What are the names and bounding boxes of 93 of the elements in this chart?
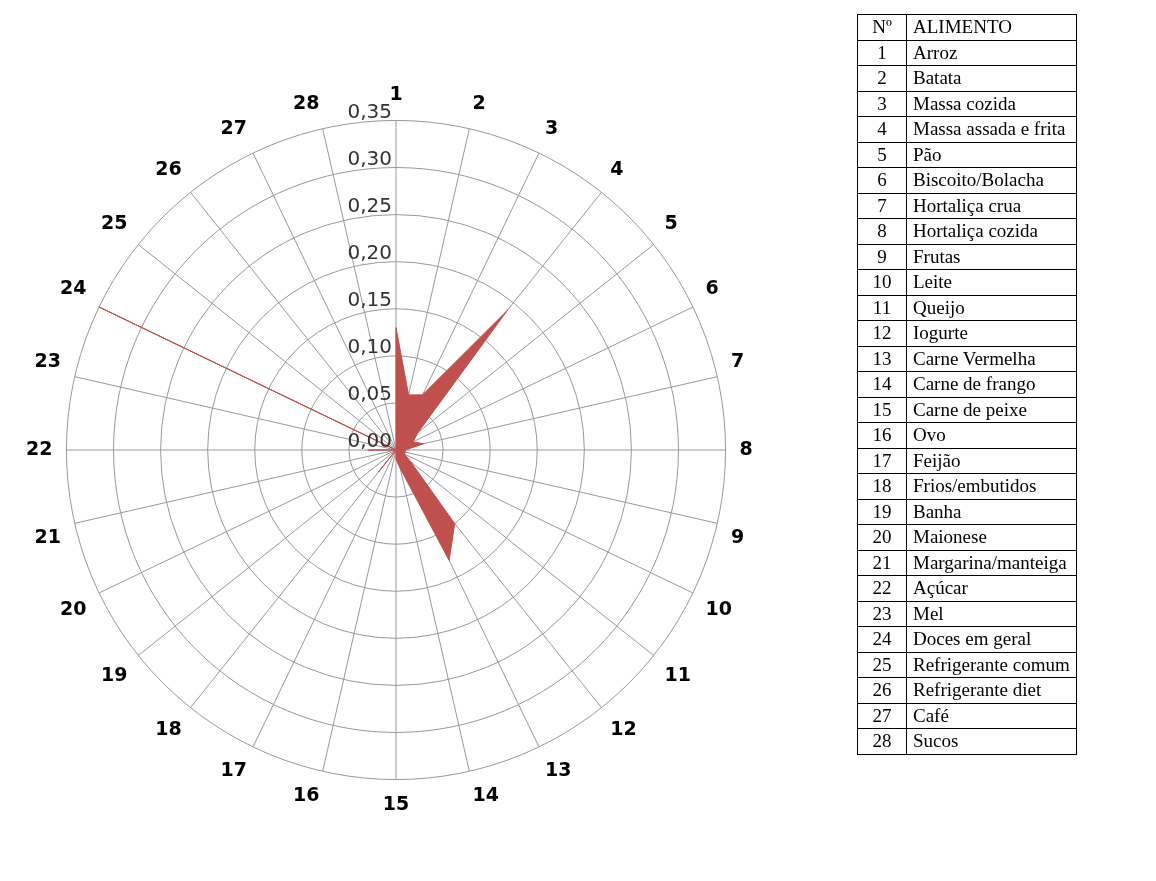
category-label: 5	[877, 143, 887, 165]
spoke-label: 8	[739, 436, 753, 459]
text: Maionese	[906, 524, 1077, 550]
spoke-label: 25	[100, 211, 128, 234]
text: Hortaliça cozida	[906, 218, 1077, 244]
spoke-label: 11	[664, 662, 692, 685]
category-label: 27	[872, 704, 892, 726]
category-label: 8	[877, 220, 887, 242]
category-label: 15	[872, 398, 892, 420]
text: Leite	[906, 269, 1077, 295]
text: Nº	[857, 14, 907, 40]
category-label: 18	[872, 475, 892, 497]
category-label: 12	[872, 322, 892, 344]
y-tick-label: 0,20	[347, 239, 392, 264]
category-label: 16	[872, 424, 892, 446]
y-tick-label: 0,30	[347, 145, 392, 170]
spoke-label: 17	[220, 757, 247, 780]
text: Mel	[906, 601, 1077, 627]
category-label: 10	[872, 271, 892, 293]
y-tick-label: 0,15	[347, 286, 392, 311]
text: Arroz	[906, 40, 1077, 66]
y-tick-label: 0,05	[347, 381, 392, 406]
category-label: 19	[872, 500, 892, 522]
category-label: 25	[872, 653, 892, 675]
spoke-label: 24	[60, 276, 87, 299]
spoke-label: 7	[730, 349, 745, 372]
spoke-label: 20	[60, 597, 87, 620]
category-label: 1	[877, 41, 887, 63]
spoke-label: 13	[545, 757, 572, 780]
text: Massa cozida	[906, 91, 1077, 117]
spoke-label: 9	[730, 524, 745, 547]
text: Carne Vermelha	[906, 346, 1077, 372]
text: Batata	[906, 65, 1077, 91]
category-label: 20	[872, 526, 892, 548]
spoke-label: 19	[100, 662, 128, 685]
spoke-label: 1	[389, 81, 403, 104]
text: Biscoito/Bolacha	[906, 167, 1077, 193]
text: Queijo	[906, 295, 1077, 321]
text: Iogurte	[906, 320, 1077, 346]
category-label: 14	[872, 373, 892, 395]
text: Carne de frango	[906, 371, 1077, 397]
text: ALIMENTO	[906, 14, 1077, 40]
spoke-label: 23	[34, 349, 62, 372]
y-tick-label: 0,10	[347, 334, 392, 359]
spoke-label: 27	[220, 116, 247, 138]
category-label: 13	[872, 347, 892, 369]
spoke-label: 10	[705, 597, 732, 620]
spoke-label: 26	[155, 156, 182, 179]
category-label: 4	[877, 118, 887, 140]
category-label: 6	[877, 169, 887, 191]
spoke-label: 3	[545, 116, 559, 138]
y-tick-label: 0,35	[347, 98, 392, 123]
category-label: 3	[877, 92, 887, 114]
spoke-label: 18	[155, 716, 182, 739]
spoke-label: 22	[25, 436, 53, 459]
text: Margarina/manteiga	[906, 550, 1077, 576]
category-label: 17	[872, 449, 892, 471]
category-label: 23	[872, 602, 892, 624]
text: Massa assada e frita	[906, 116, 1077, 142]
spoke-label: 2	[472, 90, 486, 113]
spoke-label: 4	[610, 156, 624, 179]
text: Frios/embutidos	[906, 473, 1077, 499]
spoke-label: 14	[472, 783, 499, 806]
spoke-label: 15	[382, 791, 410, 814]
y-tick-label: 0,25	[347, 192, 392, 217]
text: Hortaliça crua	[906, 193, 1077, 219]
spoke-label: 5	[664, 211, 678, 234]
category-label: 9	[877, 245, 887, 267]
text: Pão	[906, 142, 1077, 168]
category-label: 22	[872, 577, 892, 599]
category-label: 11	[872, 296, 892, 318]
text: Carne de peixe	[906, 397, 1077, 423]
text: Banha	[906, 499, 1077, 525]
text: Doces em geral	[906, 626, 1077, 652]
spoke-label: 6	[705, 276, 719, 299]
text: Refrigerante comum	[906, 652, 1077, 678]
spoke-label: 16	[293, 783, 320, 806]
text: Ovo	[906, 422, 1077, 448]
category-label: 7	[877, 194, 887, 216]
text: Café	[906, 703, 1077, 729]
category-label: 24	[872, 628, 892, 650]
category-label: 26	[872, 679, 892, 701]
spoke-label: 12	[610, 716, 637, 739]
category-label: 2	[877, 67, 887, 89]
spoke-label: 28	[293, 90, 320, 113]
text: Frutas	[906, 244, 1077, 270]
text: Açúcar	[906, 575, 1077, 601]
category-label: 21	[872, 551, 892, 573]
category-label: 28	[872, 730, 892, 752]
text: Refrigerante diet	[906, 677, 1077, 703]
text: Feijão	[906, 448, 1077, 474]
text: Sucos	[906, 728, 1077, 754]
spoke-label: 21	[34, 524, 62, 547]
